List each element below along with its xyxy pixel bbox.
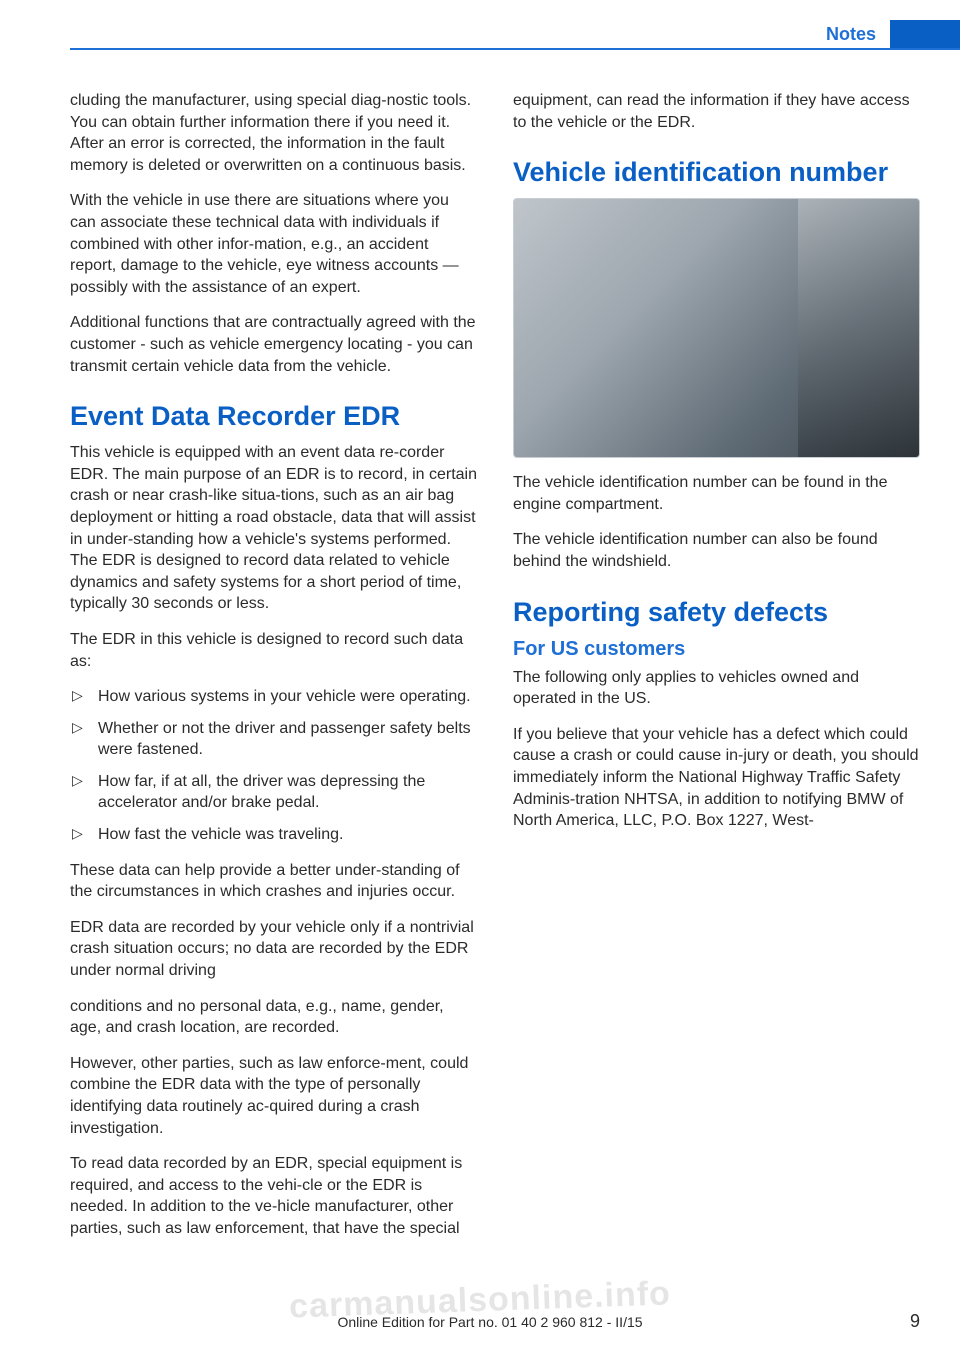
list-item: How various systems in your vehicle were… <box>70 686 477 708</box>
body-text: The following only applies to vehicles o… <box>513 667 920 710</box>
section-label: Notes <box>826 20 890 48</box>
heading-edr: Event Data Recorder EDR <box>70 401 477 432</box>
footer-edition: Online Edition for Part no. 01 40 2 960 … <box>337 1314 642 1330</box>
list-item: How fast the vehicle was traveling. <box>70 824 477 846</box>
page: Notes cluding the manufacturer, using sp… <box>0 0 960 1362</box>
header-bar: Notes <box>826 20 960 48</box>
body-text: However, other parties, such as law enfo… <box>70 1053 477 1139</box>
body-text: EDR data are recorded by your vehicle on… <box>70 917 477 982</box>
body-text: cluding the manufacturer, using special … <box>70 90 477 176</box>
body-text: Additional functions that are contractua… <box>70 312 477 377</box>
body-text: conditions and no personal data, e.g., n… <box>70 996 477 1039</box>
header-rule <box>70 48 960 50</box>
body-text: This vehicle is equipped with an event d… <box>70 442 477 615</box>
body-text: The EDR in this vehicle is designed to r… <box>70 629 477 672</box>
body-text: With the vehicle in use there are situat… <box>70 190 477 298</box>
list-item: Whether or not the driver and passenger … <box>70 718 477 761</box>
body-text: These data can help provide a better und… <box>70 860 477 903</box>
footer: Online Edition for Part no. 01 40 2 960 … <box>70 1311 920 1332</box>
subheading-us-customers: For US customers <box>513 638 920 661</box>
edr-data-list: How various systems in your vehicle were… <box>70 686 477 846</box>
body-text: If you believe that your vehicle has a d… <box>513 724 920 832</box>
body-text: The vehicle identification number can be… <box>513 472 920 515</box>
heading-vin: Vehicle identification number <box>513 157 920 188</box>
vin-location-image <box>513 198 920 458</box>
body-text: The vehicle identification number can al… <box>513 529 920 572</box>
heading-safety-defects: Reporting safety defects <box>513 597 920 628</box>
page-number: 9 <box>910 1311 920 1332</box>
header-color-block <box>890 20 960 48</box>
content-columns: cluding the manufacturer, using special … <box>70 90 920 1282</box>
list-item: How far, if at all, the driver was depre… <box>70 771 477 814</box>
